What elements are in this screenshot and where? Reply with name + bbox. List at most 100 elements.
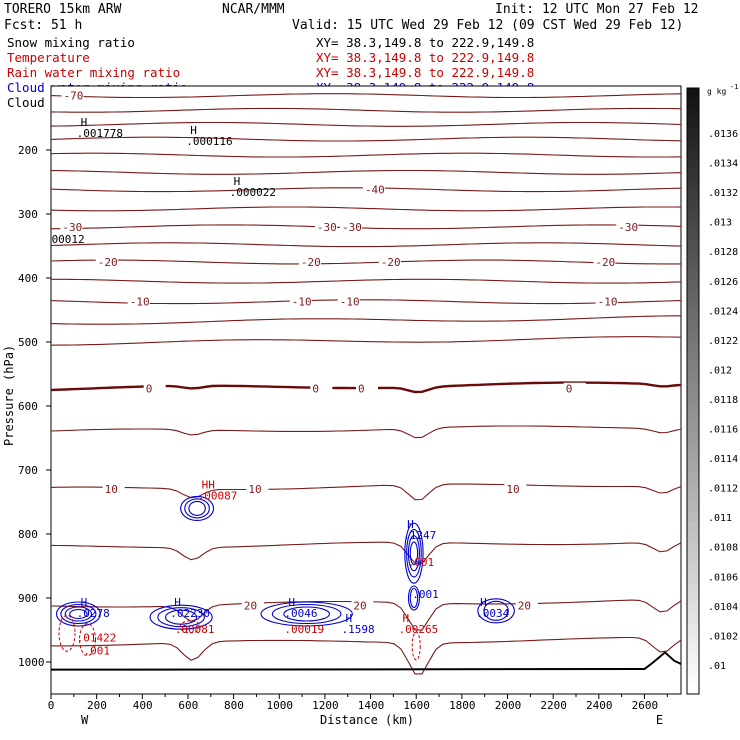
maxima-labels: H.001778 H.000116H.00002200012HH.00087H.1…	[52, 116, 510, 657]
isotherm-label-bg	[351, 599, 374, 612]
isotherm-line	[50, 259, 681, 265]
colorbar-label: .01	[708, 661, 726, 672]
isotherm-label: -40	[365, 184, 385, 197]
cloud-water-contour	[407, 535, 420, 572]
isotherm-label: 10	[105, 483, 118, 496]
maximum-value: .00081	[175, 623, 215, 636]
maximum-marker: H	[480, 596, 487, 609]
colorbar-cell	[687, 189, 699, 200]
colorbar-cell	[687, 421, 699, 432]
maximum-value: .0034	[476, 607, 509, 620]
maximum-value: 00012	[52, 233, 85, 246]
cloud-water-contour	[407, 585, 420, 611]
isotherm-line	[50, 93, 682, 99]
cloud-water-contour	[477, 598, 515, 624]
colorbar-label: .0126	[708, 277, 738, 288]
maximum-value: .001	[412, 588, 439, 601]
field-section-1: XY= 38.3,149.8 to 222.9,149.8	[316, 50, 534, 65]
cloud-water-contour	[69, 608, 88, 620]
colorbar-cell	[687, 593, 699, 604]
isotherm-label: -20	[381, 256, 401, 269]
isotherm-label-bg	[241, 599, 264, 612]
isotherm-label-bg	[289, 295, 312, 308]
colorbar-label: .011	[708, 513, 732, 524]
colorbar-cell	[687, 158, 699, 170]
isotherm-label: 20	[518, 600, 531, 613]
colorbar-label: .0116	[708, 425, 738, 436]
maximum-marker: H	[234, 175, 241, 188]
maximum-marker: H	[174, 596, 181, 609]
isotherm-label: -20	[98, 256, 118, 269]
field-section-0: XY= 38.3,149.8 to 222.9,149.8	[316, 35, 534, 50]
x-tick-label: 1600	[403, 699, 430, 712]
y-tick-label: 700	[18, 464, 38, 477]
colorbar-cell	[687, 340, 699, 352]
colorbar-cell	[687, 199, 699, 210]
colorbar-label: .0134	[708, 159, 738, 170]
isotherm-label: 0	[146, 383, 153, 396]
colorbar-cell	[687, 380, 699, 392]
isotherm-label: 20	[353, 600, 366, 613]
isotherm-label-bg	[595, 295, 618, 308]
isotherm-label-bg	[593, 256, 616, 268]
isotherm-label: 10	[248, 483, 261, 496]
colorbar-label: .0124	[708, 306, 738, 317]
colorbar-label: .0106	[708, 572, 738, 583]
colorbar-cell	[687, 249, 699, 261]
isotherm-label-bg	[127, 295, 150, 308]
isotherm-label: -10	[598, 296, 618, 309]
maximum-value: .00087	[198, 489, 238, 502]
cloud-water-contour	[165, 609, 198, 625]
colorbar-cell	[687, 461, 699, 473]
isotherm-label-bg	[340, 220, 363, 233]
terrain-line	[50, 651, 682, 671]
y-tick-label: 900	[18, 592, 38, 605]
isotherm-label-bg	[515, 599, 538, 612]
rain-water-contour	[411, 631, 421, 661]
isotherm-label-bg	[504, 483, 527, 496]
colorbar-cell	[687, 279, 699, 291]
colorbar-cell	[687, 320, 699, 331]
colorbar-cell	[687, 643, 699, 655]
isotherm-label-bg	[378, 256, 401, 268]
cloud-water-contour	[260, 601, 353, 627]
maximum-value: .01422	[77, 632, 117, 645]
colorbar-cell	[687, 633, 699, 645]
isotherm-label: 0	[312, 383, 319, 396]
y-axis-label: Pressure (hPa)	[2, 345, 16, 446]
isotherm-label: 0	[566, 383, 573, 396]
cloud-water-contour	[55, 601, 101, 627]
isotherm-line	[50, 299, 682, 305]
isotherm-label-bg	[616, 220, 639, 233]
colorbar-cell	[687, 502, 699, 513]
isotherm-label-bg	[314, 220, 337, 233]
maximum-value: .0046	[284, 607, 317, 620]
isotherm-line	[50, 206, 682, 212]
maximum-marker: H	[81, 116, 88, 129]
colorbar-cell	[687, 492, 699, 503]
maximum-value: .00265	[399, 623, 439, 636]
isotherm-label-bg	[143, 382, 166, 395]
cloud-water-contour	[409, 541, 419, 566]
colorbar-cell	[687, 663, 699, 675]
colorbar-cell	[687, 118, 699, 129]
isotherm-label: -30	[618, 221, 638, 234]
colorbar-cell	[687, 310, 699, 321]
colorbar-unit: g kg	[707, 87, 726, 96]
isotherm-label-bg	[60, 220, 83, 233]
colorbar-cell	[687, 148, 699, 160]
isotherm-label-bg	[95, 256, 118, 268]
maximum-value: .00019	[284, 623, 324, 636]
rain-water-contour	[58, 614, 76, 652]
field-name-2: Rain water mixing ratio	[7, 65, 180, 80]
isotherm-label-bg	[298, 256, 321, 268]
maximum-marker: H	[407, 518, 414, 531]
colorbar-label: .013	[708, 218, 732, 229]
x-tick-label: 0	[48, 699, 55, 712]
x-tick-label: 2600	[632, 699, 659, 712]
isotherm-label: -30	[62, 221, 82, 234]
field-section-2: XY= 38.3,149.8 to 222.9,149.8	[316, 65, 534, 80]
x-axis-label: Distance (km)	[320, 713, 414, 727]
forecast-hour-label: Fcst: 51 h	[4, 18, 82, 33]
y-tick-label: 800	[18, 528, 38, 541]
